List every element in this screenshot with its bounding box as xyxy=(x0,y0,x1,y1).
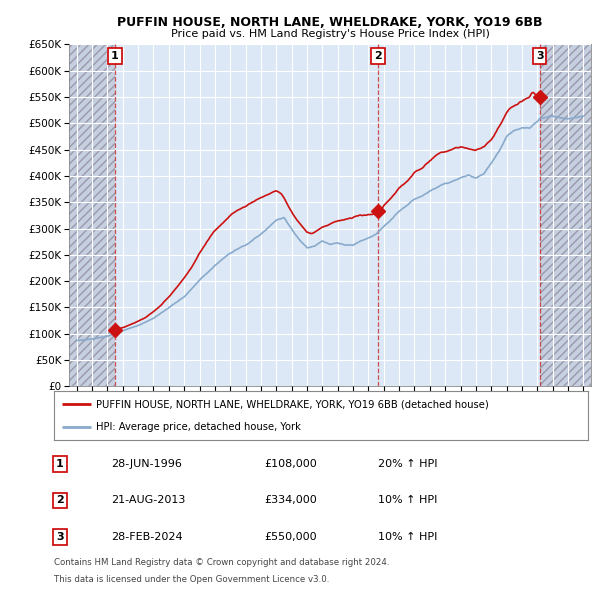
Text: 28-FEB-2024: 28-FEB-2024 xyxy=(111,532,182,542)
Text: 1: 1 xyxy=(111,51,119,61)
Text: 10% ↑ HPI: 10% ↑ HPI xyxy=(378,532,437,542)
Text: £550,000: £550,000 xyxy=(264,532,317,542)
Text: PUFFIN HOUSE, NORTH LANE, WHELDRAKE, YORK, YO19 6BB: PUFFIN HOUSE, NORTH LANE, WHELDRAKE, YOR… xyxy=(117,16,543,29)
Text: 21-AUG-2013: 21-AUG-2013 xyxy=(111,496,185,505)
Text: 1: 1 xyxy=(56,459,64,468)
Text: £108,000: £108,000 xyxy=(264,459,317,468)
Text: 2: 2 xyxy=(56,496,64,505)
Bar xyxy=(69,44,115,386)
Text: Contains HM Land Registry data © Crown copyright and database right 2024.: Contains HM Land Registry data © Crown c… xyxy=(54,558,389,567)
Text: 20% ↑ HPI: 20% ↑ HPI xyxy=(378,459,437,468)
Text: 3: 3 xyxy=(536,51,544,61)
Text: 28-JUN-1996: 28-JUN-1996 xyxy=(111,459,182,468)
Text: 10% ↑ HPI: 10% ↑ HPI xyxy=(378,496,437,505)
Text: Price paid vs. HM Land Registry's House Price Index (HPI): Price paid vs. HM Land Registry's House … xyxy=(170,29,490,39)
Bar xyxy=(540,44,591,386)
Text: This data is licensed under the Open Government Licence v3.0.: This data is licensed under the Open Gov… xyxy=(54,575,329,584)
Text: PUFFIN HOUSE, NORTH LANE, WHELDRAKE, YORK, YO19 6BB (detached house): PUFFIN HOUSE, NORTH LANE, WHELDRAKE, YOR… xyxy=(95,399,488,409)
Text: 2: 2 xyxy=(374,51,382,61)
Text: 3: 3 xyxy=(56,532,64,542)
Text: HPI: Average price, detached house, York: HPI: Average price, detached house, York xyxy=(95,422,301,432)
Text: £334,000: £334,000 xyxy=(264,496,317,505)
